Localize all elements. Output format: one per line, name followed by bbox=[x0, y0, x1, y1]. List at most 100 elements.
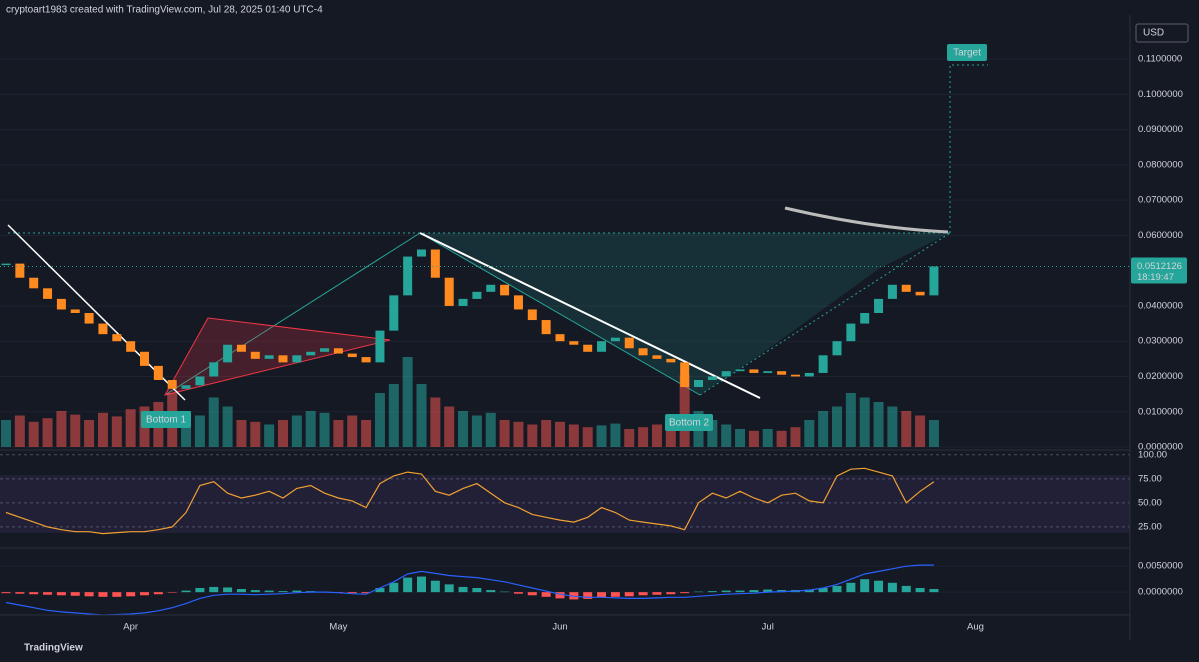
macd-bar bbox=[195, 587, 205, 593]
macd-bar bbox=[874, 580, 884, 593]
macd-bar bbox=[541, 592, 551, 597]
candle bbox=[264, 355, 274, 359]
y-tick-label: 0.0600000 bbox=[1138, 230, 1183, 241]
macd-bar bbox=[804, 589, 814, 593]
candle bbox=[846, 323, 856, 342]
macd-bar bbox=[29, 592, 39, 595]
trend-line bbox=[419, 232, 761, 399]
volume-bar bbox=[84, 420, 95, 447]
candle bbox=[472, 291, 482, 299]
volume-bar bbox=[388, 384, 399, 447]
macd-bar bbox=[126, 592, 136, 597]
volume-bar bbox=[97, 412, 108, 447]
candle bbox=[98, 323, 108, 335]
macd-line bbox=[5, 564, 934, 616]
volume-bar bbox=[430, 397, 441, 447]
volume-bar bbox=[42, 418, 53, 447]
volume-bar bbox=[776, 430, 787, 447]
macd-bar bbox=[264, 590, 274, 593]
volume-bar bbox=[762, 429, 773, 447]
macd-bar bbox=[610, 592, 620, 597]
y-tick-label: 0.1000000 bbox=[1138, 89, 1183, 100]
x-tick-label: Apr bbox=[123, 622, 138, 633]
volume-bar bbox=[111, 416, 122, 447]
currency: USD bbox=[1143, 28, 1164, 39]
volume-bar bbox=[194, 415, 205, 447]
volume-bar bbox=[278, 420, 288, 447]
candle bbox=[874, 298, 884, 313]
macd-bar bbox=[583, 592, 593, 599]
x-tick-label: Aug bbox=[967, 622, 984, 633]
candle bbox=[790, 374, 800, 377]
volume-bar bbox=[361, 420, 372, 447]
candle bbox=[915, 291, 925, 296]
volume-bar bbox=[264, 424, 275, 447]
macd-bar bbox=[846, 582, 856, 593]
macd-bar bbox=[929, 589, 939, 593]
candle bbox=[458, 298, 468, 306]
candle bbox=[1, 263, 11, 266]
volume-bar bbox=[402, 357, 413, 447]
candle bbox=[444, 277, 454, 306]
volume-bar bbox=[555, 421, 565, 447]
macd-bar bbox=[403, 577, 413, 593]
candle bbox=[84, 312, 94, 324]
candle bbox=[278, 355, 288, 363]
last-price-box bbox=[1131, 257, 1187, 284]
candle bbox=[333, 348, 343, 354]
candle bbox=[56, 298, 66, 310]
y-tick-label: 100.00 bbox=[1138, 449, 1167, 460]
candle bbox=[721, 371, 731, 377]
volume-bar bbox=[915, 415, 926, 447]
x-tick-label: Jun bbox=[552, 622, 567, 633]
volume-bar bbox=[333, 420, 344, 447]
macd-bar bbox=[763, 589, 773, 593]
target-line bbox=[949, 64, 988, 233]
macd-bar bbox=[444, 584, 454, 593]
volume-bar bbox=[610, 423, 621, 447]
pattern-area bbox=[420, 233, 950, 395]
macd-bar bbox=[112, 592, 122, 597]
candle bbox=[901, 284, 911, 292]
volume-bar bbox=[832, 406, 842, 447]
volume-bar bbox=[790, 427, 801, 447]
macd-bar bbox=[70, 592, 80, 596]
volume-bar bbox=[236, 420, 247, 447]
volume-bar bbox=[651, 424, 662, 447]
last-price-label: 0.0512126 bbox=[1137, 261, 1182, 272]
volume-bar bbox=[624, 429, 635, 447]
candle bbox=[624, 337, 634, 349]
candle bbox=[140, 351, 149, 366]
y-tick-label: 0.0400000 bbox=[1138, 300, 1183, 311]
label-box bbox=[141, 411, 191, 428]
volume-bar bbox=[596, 425, 607, 447]
macd-bar bbox=[749, 590, 759, 593]
volume-bar bbox=[568, 424, 579, 447]
curve bbox=[784, 206, 949, 234]
candle bbox=[597, 341, 607, 352]
y-tick-label: 0.0300000 bbox=[1138, 336, 1183, 347]
macd-bar bbox=[597, 592, 607, 598]
macd-bar bbox=[832, 585, 842, 593]
macd-bar bbox=[901, 585, 911, 593]
macd-bar bbox=[98, 592, 108, 597]
annotation: Target bbox=[953, 48, 981, 59]
volume-bar bbox=[56, 411, 67, 447]
volume-bar bbox=[208, 397, 219, 447]
volume-bar bbox=[804, 420, 815, 447]
volume-bar bbox=[14, 415, 25, 447]
volume-bar bbox=[1, 420, 11, 447]
macd-bar bbox=[513, 592, 523, 594]
candle bbox=[250, 351, 260, 359]
macd-bar bbox=[430, 580, 440, 593]
candle bbox=[70, 309, 80, 313]
volume-bar bbox=[707, 420, 718, 447]
candle bbox=[749, 369, 759, 373]
volume-bar bbox=[347, 415, 358, 447]
rsi-band bbox=[0, 475, 1130, 533]
macd-bar bbox=[236, 589, 246, 593]
volume-bar bbox=[28, 421, 39, 447]
volume-bar bbox=[305, 411, 316, 447]
